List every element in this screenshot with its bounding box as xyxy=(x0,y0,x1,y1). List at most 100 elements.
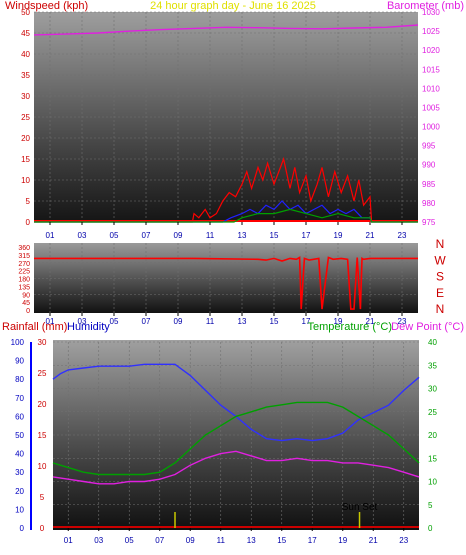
barometer-tick-label: 995 xyxy=(422,142,436,151)
x-tick-label: 17 xyxy=(308,536,317,545)
direction-series xyxy=(34,256,418,310)
temperature-tick-label: 25 xyxy=(428,408,437,417)
x-tick-label: 21 xyxy=(366,317,375,326)
direction-gridlines xyxy=(34,243,418,313)
x-tick-label: 23 xyxy=(399,536,408,545)
temp-gridlines xyxy=(53,341,419,528)
humidity-tick-labels: 0 10 20 30 40 50 60 70 80 90 100 xyxy=(11,338,25,533)
temperature-humidity-panel: Rainfall (mm) Humidity Temperature (°C) … xyxy=(2,321,464,545)
humidity-tick-label: 10 xyxy=(15,505,24,514)
x-tick-label: 21 xyxy=(366,231,375,240)
x-tick-label: 19 xyxy=(338,536,347,545)
direction-tick-label: 180 xyxy=(18,277,30,284)
barometer-tick-labels: 975 980 985 990 995 1000 1005 1010 1015 1020 1025 1… xyxy=(422,8,440,227)
windspeed-tick-label: 50 xyxy=(21,8,30,17)
barometer-tick-label: 1005 xyxy=(422,103,440,112)
x-tick-label: 21 xyxy=(369,536,378,545)
x-tick-label: 17 xyxy=(302,231,311,240)
temperature-axis-label: Temperature (°C) xyxy=(308,321,392,333)
temperature-tick-label: 40 xyxy=(428,338,437,347)
x-tick-label: 23 xyxy=(398,231,407,240)
x-tick-label: 11 xyxy=(217,536,226,545)
barometer-tick-label: 990 xyxy=(422,161,436,170)
barometer-tick-label: 1000 xyxy=(422,123,440,132)
sun-markers xyxy=(174,512,361,528)
x-tick-label: 05 xyxy=(110,317,119,326)
rain-tick-label: 25 xyxy=(38,369,47,378)
humidity-tick-label: 80 xyxy=(15,375,24,384)
humidity-tick-label: 30 xyxy=(15,468,24,477)
x-tick-label: 13 xyxy=(247,536,256,545)
windspeed-tick-label: 5 xyxy=(26,197,31,206)
x-tick-label: 15 xyxy=(270,317,279,326)
direction-tick-label: 315 xyxy=(18,253,30,260)
barometer-tick-label: 1010 xyxy=(422,84,440,93)
x-tick-label: 15 xyxy=(270,231,279,240)
x-tick-label: 23 xyxy=(398,317,407,326)
windspeed-tick-label: 10 xyxy=(21,176,30,185)
x-tick-label: 01 xyxy=(64,536,73,545)
barometer-tick-label: 975 xyxy=(422,218,436,227)
temperature-tick-label: 35 xyxy=(428,361,437,370)
sunset-annotation: Sun Set xyxy=(342,502,378,513)
humidity-axis-label: Humidity xyxy=(67,321,110,333)
direction-line xyxy=(34,256,418,310)
barometer-tick-label: 1030 xyxy=(422,8,440,17)
windspeed-tick-label: 25 xyxy=(21,113,30,122)
direction-tick-label: 90 xyxy=(22,292,30,299)
temperature-tick-labels: 0 5 10 15 20 25 30 35 40 xyxy=(428,338,437,533)
wind-barometer-panel: Windspeed (kph) 24 hour graph day - June… xyxy=(5,0,464,240)
temperature-tick-label: 10 xyxy=(428,478,437,487)
series-line xyxy=(34,156,418,223)
humidity-tick-label: 90 xyxy=(15,357,24,366)
compass-label: N xyxy=(436,237,445,251)
rain-tick-label: 20 xyxy=(38,400,47,409)
barometer-tick-label: 1020 xyxy=(422,46,440,55)
series-line xyxy=(52,363,420,442)
rain-tick-label: 0 xyxy=(40,524,45,533)
x-tick-label: 09 xyxy=(174,231,183,240)
series-line xyxy=(34,200,418,223)
x-tick-label: 09 xyxy=(174,317,183,326)
chart-title: 24 hour graph day - June 16 2025 xyxy=(150,0,316,12)
series-line xyxy=(52,401,420,476)
x-tick-label: 09 xyxy=(186,536,195,545)
humidity-tick-label: 0 xyxy=(20,524,25,533)
x-tick-label: 01 xyxy=(46,231,55,240)
direction-tick-label: 45 xyxy=(22,300,30,307)
barometer-tick-label: 1025 xyxy=(422,27,440,36)
barometer-tick-label: 1015 xyxy=(422,65,440,74)
dew-point-axis-label: Dew Point (°C) xyxy=(391,321,464,333)
temperature-tick-label: 20 xyxy=(428,431,437,440)
rain-tick-label: 5 xyxy=(40,493,45,502)
humidity-tick-label: 40 xyxy=(15,450,24,459)
rain-tick-label: 30 xyxy=(38,338,47,347)
x-tick-label: 19 xyxy=(334,231,343,240)
rainfall-axis-label: Rainfall (mm) xyxy=(2,321,67,333)
windspeed-tick-label: 15 xyxy=(21,155,30,164)
temperature-tick-label: 15 xyxy=(428,454,437,463)
temp-hour-tick-labels: 01 03 05 07 09 11 13 15 17 19 21 23 xyxy=(64,528,409,545)
temp-series xyxy=(52,363,420,528)
compass-label: S xyxy=(436,270,444,284)
x-tick-label: 07 xyxy=(155,536,164,545)
direction-tick-label: 270 xyxy=(18,261,30,268)
x-tick-label: 03 xyxy=(94,536,103,545)
windspeed-tick-label: 45 xyxy=(21,29,30,38)
windspeed-tick-label: 35 xyxy=(21,71,30,80)
x-tick-label: 07 xyxy=(142,231,151,240)
direction-tick-label: 360 xyxy=(18,245,30,252)
humidity-tick-label: 100 xyxy=(11,338,25,347)
windspeed-tick-label: 20 xyxy=(21,134,30,143)
wind-series xyxy=(33,24,419,223)
x-tick-label: 03 xyxy=(78,317,87,326)
compass-label: N xyxy=(436,302,445,316)
direction-tick-label: 135 xyxy=(18,284,30,291)
temperature-tick-label: 0 xyxy=(428,524,433,533)
wind-gridlines xyxy=(34,11,418,222)
x-tick-label: 15 xyxy=(277,536,286,545)
